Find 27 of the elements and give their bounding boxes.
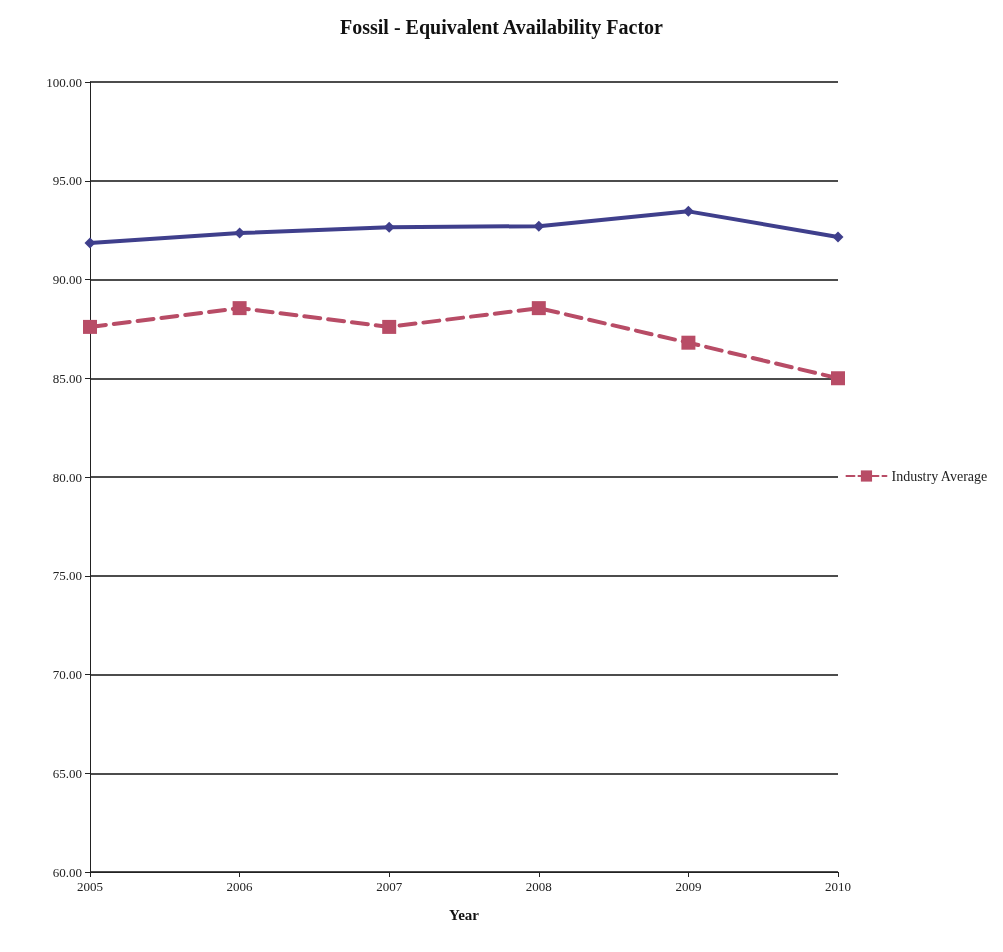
point xyxy=(382,319,397,334)
point xyxy=(533,220,545,232)
point xyxy=(832,231,844,243)
y-tick-label: 60.00 xyxy=(52,864,82,880)
y-tick-label: 65.00 xyxy=(52,765,82,781)
y-tick-label: 100.00 xyxy=(46,74,82,90)
point xyxy=(84,237,96,249)
x-tick-label: 2008 xyxy=(525,879,552,894)
point xyxy=(232,301,247,316)
x-tick-label: 2010 xyxy=(825,879,851,894)
chart-title: Fossil - Equivalent Availability Factor xyxy=(340,16,664,39)
legend-label: Industry Average xyxy=(891,468,988,484)
y-tick-label: 70.00 xyxy=(52,667,82,682)
y-tick-label: 80.00 xyxy=(52,469,82,485)
x-axis-title: Year xyxy=(449,906,480,923)
x-tick-label: 2006 xyxy=(226,879,254,894)
point xyxy=(83,319,97,334)
y-tick-label: 75.00 xyxy=(52,568,82,584)
point xyxy=(681,335,696,350)
y-tick-label: 85.00 xyxy=(52,370,82,386)
y-tick-label: 95.00 xyxy=(52,173,82,189)
y-tick-label: 90.00 xyxy=(52,272,82,287)
point xyxy=(531,301,546,316)
x-tick-label: 2007 xyxy=(376,879,403,894)
x-tick-label: 2005 xyxy=(77,879,103,894)
x-tick-label: 2009 xyxy=(675,879,702,894)
point xyxy=(831,371,845,386)
